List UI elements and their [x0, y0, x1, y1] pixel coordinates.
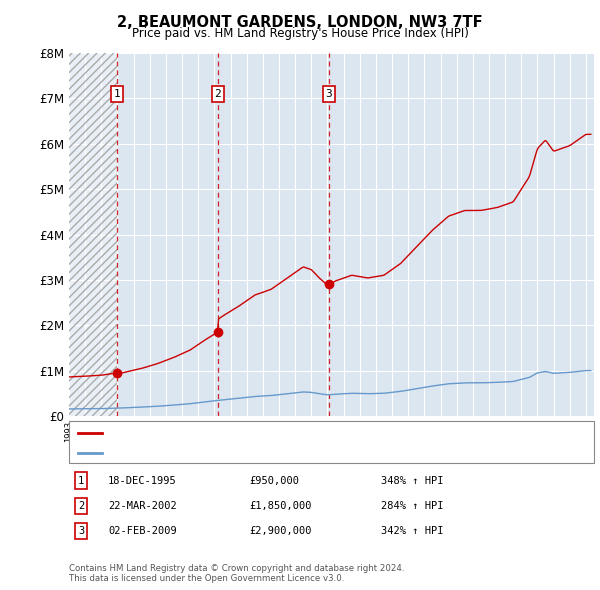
Text: 2, BEAUMONT GARDENS, LONDON, NW3 7TF: 2, BEAUMONT GARDENS, LONDON, NW3 7TF — [117, 15, 483, 30]
Text: 3: 3 — [325, 89, 332, 99]
Text: 2, BEAUMONT GARDENS, LONDON, NW3 7TF (detached house): 2, BEAUMONT GARDENS, LONDON, NW3 7TF (de… — [108, 428, 419, 438]
Text: £2,900,000: £2,900,000 — [249, 526, 311, 536]
Text: 348% ↑ HPI: 348% ↑ HPI — [381, 476, 443, 486]
Text: 22-MAR-2002: 22-MAR-2002 — [108, 501, 177, 511]
Text: £1,850,000: £1,850,000 — [249, 501, 311, 511]
Text: 284% ↑ HPI: 284% ↑ HPI — [381, 501, 443, 511]
Text: Price paid vs. HM Land Registry's House Price Index (HPI): Price paid vs. HM Land Registry's House … — [131, 27, 469, 40]
Text: 02-FEB-2009: 02-FEB-2009 — [108, 526, 177, 536]
Text: 342% ↑ HPI: 342% ↑ HPI — [381, 526, 443, 536]
Text: Contains HM Land Registry data © Crown copyright and database right 2024.
This d: Contains HM Land Registry data © Crown c… — [69, 563, 404, 583]
Text: 18-DEC-1995: 18-DEC-1995 — [108, 476, 177, 486]
Text: £950,000: £950,000 — [249, 476, 299, 486]
Text: 2: 2 — [78, 501, 84, 511]
Text: 2: 2 — [215, 89, 221, 99]
Text: 1: 1 — [78, 476, 84, 486]
Text: HPI: Average price, detached house, Barnet: HPI: Average price, detached house, Barn… — [108, 448, 355, 457]
Text: 3: 3 — [78, 526, 84, 536]
Text: 1: 1 — [113, 89, 120, 99]
